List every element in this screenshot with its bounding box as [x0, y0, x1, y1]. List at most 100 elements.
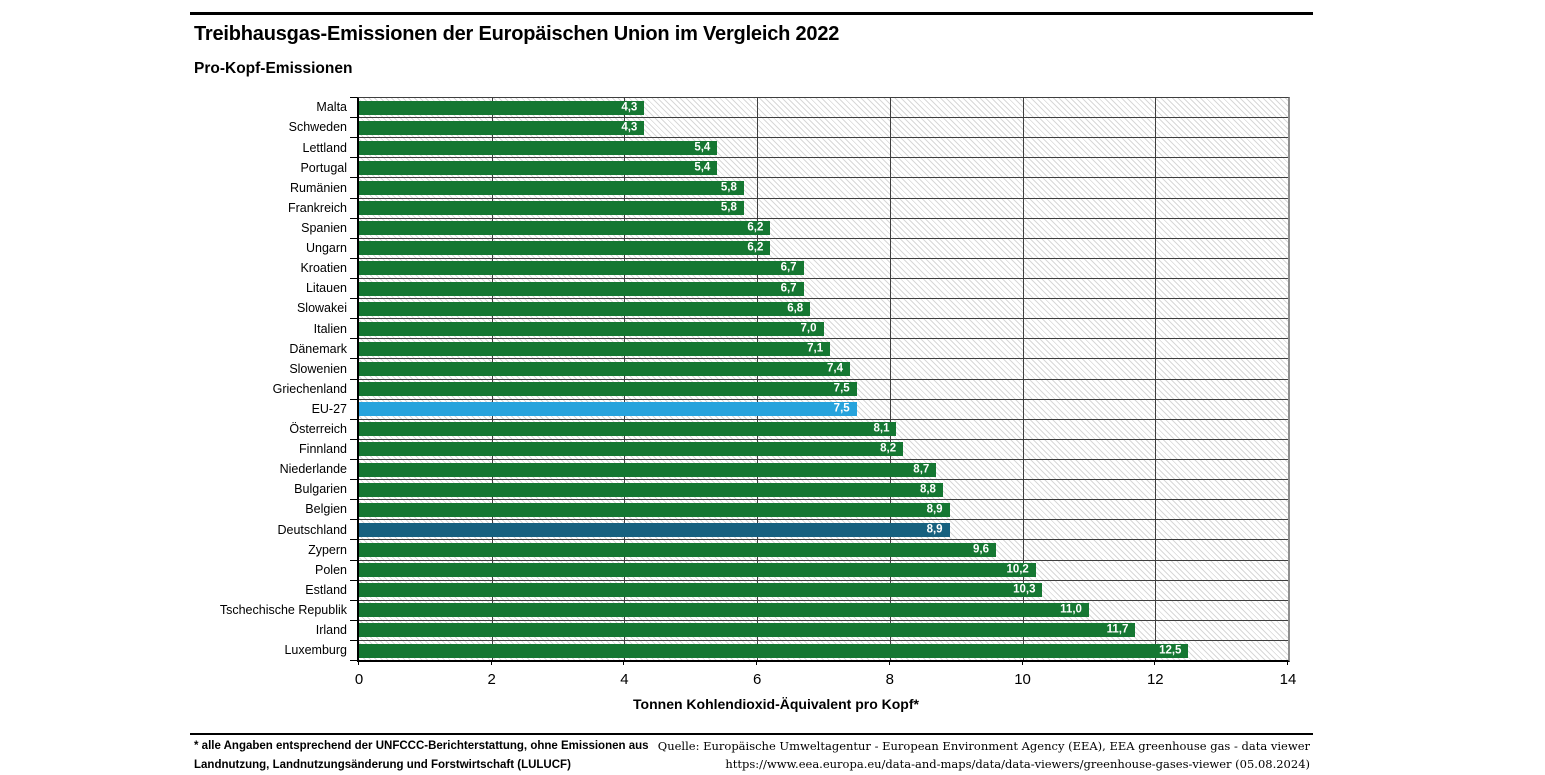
- category-label: Deutschland: [277, 522, 348, 537]
- top-divider: [190, 12, 1313, 15]
- bar-row: Schweden 4,3: [289, 118, 1288, 139]
- bar: 4,3: [359, 120, 645, 135]
- bar: 8,9: [359, 502, 950, 517]
- bar-value-label: 7,0: [800, 322, 817, 334]
- bar-row: Litauen 6,7: [306, 279, 1288, 300]
- x-tick-mark: [358, 660, 359, 665]
- bar-row: Slowenien 7,4: [289, 359, 1288, 380]
- bar-value-label: 8,9: [926, 523, 943, 536]
- bar: 12,5: [359, 643, 1189, 658]
- category-label: Italien: [313, 321, 347, 336]
- bar-value-label: 12,5: [1159, 643, 1182, 656]
- category-label: Zypern: [308, 542, 347, 557]
- x-tick-label: 12: [1146, 671, 1164, 688]
- bar: 5,4: [359, 160, 718, 175]
- category-label: Polen: [315, 562, 347, 577]
- bar: 7,5: [359, 382, 857, 397]
- category-label: Bulgarien: [294, 482, 347, 497]
- bar-value-label: 6,8: [787, 301, 804, 314]
- category-label: Niederlande: [279, 462, 347, 477]
- bar: 6,2: [359, 241, 771, 256]
- bar-row: Malta 4,3: [316, 98, 1288, 119]
- category-label: Malta: [316, 100, 347, 115]
- x-tick-mark: [490, 660, 492, 665]
- x-tick-label: 4: [620, 671, 629, 688]
- bar-value-label: 10,2: [1006, 563, 1029, 576]
- category-label: Schweden: [288, 120, 347, 135]
- bar-value-label: 10,3: [1013, 583, 1036, 596]
- bar-value-label: 7,4: [827, 362, 844, 375]
- bar-row: Dänemark 7,1: [289, 339, 1288, 360]
- bar-rows: Malta 4,3 Schweden 4,3 Lettland 5,4 Portugal 5,…: [220, 98, 1288, 662]
- bar-value-label: 6,7: [780, 281, 797, 294]
- x-tick-label: 0: [354, 671, 364, 688]
- bar-row: Luxemburg 12,5: [284, 641, 1288, 662]
- category-label: Spanien: [301, 220, 347, 235]
- bar-value-label: 7,5: [833, 402, 850, 415]
- bar-row: Belgien 8,9: [305, 500, 1288, 521]
- bar: 8,9: [359, 522, 950, 537]
- bar: 9,6: [359, 542, 997, 557]
- x-tick-mark: [756, 660, 758, 665]
- category-label: Belgien: [305, 502, 347, 517]
- category-label: Luxemburg: [284, 643, 347, 658]
- category-label: Kroatien: [300, 261, 347, 276]
- footnote-line-1: * alle Angaben entsprechend der UNFCCC-B…: [194, 740, 649, 752]
- bar-value-label: 9,6: [973, 543, 990, 556]
- bar: 10,3: [359, 583, 1043, 598]
- bar-value-label: 11,7: [1106, 623, 1129, 636]
- bar: 6,8: [359, 301, 811, 316]
- bar-row: Niederlande 8,7: [280, 460, 1288, 481]
- bar-value-label: 6,7: [780, 261, 797, 274]
- bar: 6,7: [359, 281, 804, 296]
- bar: 8,8: [359, 482, 943, 497]
- bar: 10,2: [359, 563, 1036, 578]
- category-label: Lettland: [302, 140, 347, 155]
- x-tick-label: 6: [752, 671, 762, 688]
- bar: 7,5: [359, 402, 857, 417]
- category-label: Slowenien: [289, 361, 347, 376]
- category-label: Slowakei: [296, 301, 347, 316]
- category-label: Frankreich: [287, 200, 347, 215]
- category-label: Portugal: [300, 160, 347, 175]
- chart-subtitle: Pro-Kopf-Emissionen: [194, 60, 353, 77]
- category-label: Rumänien: [290, 180, 347, 195]
- bar-row: Ungarn 6,2: [306, 239, 1288, 259]
- bar-value-label: 8,1: [873, 422, 890, 435]
- category-label: Estland: [305, 582, 347, 597]
- bar-value-label: 8,7: [913, 462, 930, 475]
- x-tick-mark: [1154, 660, 1156, 665]
- gridline: [1155, 98, 1157, 660]
- bar-row: Italien 7,0: [314, 319, 1288, 340]
- bar-value-label: 8,2: [880, 442, 897, 455]
- bar: 4,3: [359, 100, 645, 115]
- bar: 5,8: [359, 180, 744, 195]
- source-line-2: https://www.eea.europa.eu/data-and-maps/…: [725, 757, 1310, 771]
- bar-row: Bulgarien 8,8: [294, 480, 1288, 501]
- bar-value-label: 4,3: [621, 120, 638, 133]
- bar-row: Portugal 5,4: [300, 158, 1288, 179]
- x-tick-label: 10: [1014, 671, 1031, 688]
- bar-row: Zypern 9,6: [308, 540, 1288, 561]
- category-label: Griechenland: [272, 381, 347, 396]
- bar-value-label: 8,9: [926, 502, 943, 515]
- bar-row: EU-27 7,5: [312, 400, 1288, 420]
- plot-area: Malta 4,3 Schweden 4,3 Lettland 5,4 Portugal 5,…: [220, 97, 1296, 712]
- gridline: [491, 98, 493, 660]
- gridline: [889, 98, 891, 660]
- footnote-divider: [190, 733, 1313, 735]
- bar: 7,1: [359, 341, 831, 356]
- bar-row: Griechenland 7,5: [273, 380, 1288, 400]
- x-tick-mark: [1287, 660, 1288, 665]
- footnote-line-2: Landnutzung, Landnutzungsänderung und Fo…: [194, 759, 571, 771]
- bar-row: Österreich 8,1: [289, 420, 1288, 440]
- bar-value-label: 7,5: [833, 382, 850, 395]
- source-line-1: Quelle: Europäische Umweltagentur - Euro…: [657, 739, 1310, 753]
- bar: 11,7: [359, 623, 1136, 638]
- bar-value-label: 5,4: [694, 161, 711, 174]
- bar-row: Finnland 8,2: [299, 440, 1288, 461]
- x-tick-mark: [623, 660, 625, 665]
- bar: 11,0: [359, 603, 1089, 618]
- bar-value-label: 5,8: [720, 181, 737, 194]
- bar-value-label: 5,8: [720, 201, 737, 214]
